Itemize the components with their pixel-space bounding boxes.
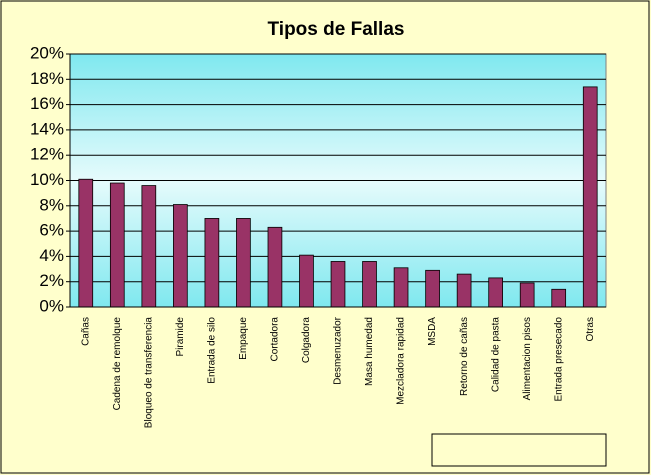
x-tick-label: Cañas (80, 317, 91, 346)
y-tick-label: 18% (30, 69, 64, 88)
x-tick-label: Calidad de pasta (490, 317, 501, 392)
x-tick-label: Empaque (238, 317, 249, 360)
bar (267, 226, 283, 308)
x-tick-label: Retorno de cañas (459, 317, 470, 396)
bar (141, 185, 157, 308)
y-tick-label: 12% (30, 145, 64, 164)
x-tick-label: Mezcladora rapidad (396, 317, 407, 405)
bar (299, 254, 314, 308)
bar (236, 218, 251, 308)
y-tick-label: 0% (39, 296, 64, 315)
legend-box (431, 433, 607, 467)
bar (393, 267, 409, 308)
x-tick-label: Cortadora (270, 317, 281, 362)
bar (204, 218, 220, 308)
y-tick-label: 4% (39, 246, 64, 265)
bar (173, 204, 188, 308)
bar (78, 178, 94, 308)
y-tick-label: 20% (30, 43, 64, 62)
x-tick-label: Bloqueo de transferencia (143, 317, 154, 429)
chart-title: Tipos de Fallas (268, 19, 405, 40)
bar (330, 261, 346, 308)
x-tick-label: MSDA (427, 317, 438, 346)
bar (488, 277, 503, 308)
x-tick-label: Alimentacion pisos (522, 317, 533, 400)
bar (519, 282, 535, 308)
bar (582, 86, 598, 308)
bar (109, 182, 125, 308)
x-tick-label: Masa humedad (364, 317, 375, 386)
x-tick-label: Entrada presecado (553, 317, 564, 402)
bar (425, 269, 440, 308)
x-tick-label: Piramide (175, 317, 186, 357)
x-tick-label: Desmenuzador (333, 316, 344, 384)
x-tick-label: Entrada de silo (207, 317, 218, 384)
y-tick-label: 16% (30, 94, 64, 113)
y-tick-label: 8% (39, 195, 64, 214)
marks: 0% 2% 4% 6% 8% 10% 12% 14% 16% 18% 20% Cañas Cadena … (30, 43, 606, 459)
y-tick-label: 14% (30, 119, 64, 138)
x-tick-label: Colgadora (301, 317, 312, 364)
bar (456, 273, 472, 308)
y-tick-label: 2% (39, 271, 64, 290)
x-tick-label: Otras (585, 317, 596, 341)
y-tick-label: 10% (30, 170, 64, 189)
y-tick-label: 6% (39, 221, 64, 240)
x-tick-label: Cadena de remolque (112, 317, 123, 411)
bar (362, 261, 377, 308)
bar (551, 288, 567, 308)
